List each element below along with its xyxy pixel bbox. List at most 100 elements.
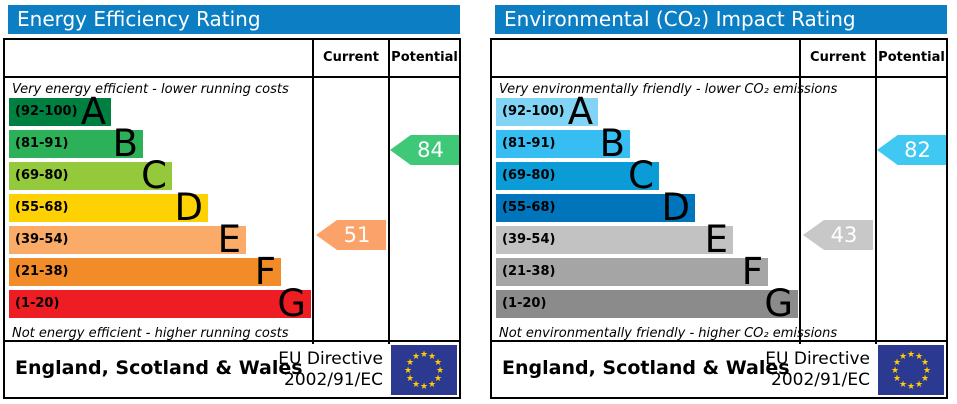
rating-table: Current Potential Very energy efficient … bbox=[3, 38, 461, 399]
footer-row: England, Scotland & Wales EU Directive 2… bbox=[492, 340, 946, 397]
rating-band-f: (21-38) F bbox=[9, 250, 281, 293]
current-rating-arrow: 43 bbox=[803, 220, 873, 250]
current-rating-value: 43 bbox=[830, 223, 858, 247]
band-letter: A bbox=[80, 90, 106, 133]
rating-band-g: (1-20) G bbox=[496, 282, 798, 325]
current-column-header: Current bbox=[323, 50, 379, 65]
rating-band-c: (69-80) C bbox=[9, 154, 172, 197]
column-divider bbox=[875, 40, 877, 344]
table-header-row bbox=[492, 40, 946, 78]
svg-text:★: ★ bbox=[907, 382, 915, 392]
top-caption: Very environmentally friendly - lower CO… bbox=[499, 82, 838, 97]
svg-text:★: ★ bbox=[915, 380, 923, 390]
rating-band-d: (55-68) D bbox=[9, 186, 208, 229]
band-range-label: (21-38) bbox=[15, 264, 69, 279]
eu-flag-icon: ★ ★★ ★★★ ★★★ ★★★ bbox=[391, 344, 457, 395]
band-letter: C bbox=[628, 154, 654, 197]
svg-text:★: ★ bbox=[893, 358, 901, 368]
band-range-label: (69-80) bbox=[15, 168, 69, 183]
region-label: England, Scotland & Wales bbox=[502, 357, 790, 379]
band-range-label: (55-68) bbox=[15, 200, 69, 215]
band-letter: G bbox=[764, 282, 793, 325]
svg-text:★: ★ bbox=[412, 380, 420, 390]
potential-rating-arrow: 84 bbox=[390, 135, 459, 165]
potential-rating-value: 82 bbox=[904, 138, 931, 162]
svg-text:★: ★ bbox=[434, 358, 442, 368]
bottom-caption: Not environmentally friendly - higher CO… bbox=[499, 326, 838, 341]
svg-text:★: ★ bbox=[406, 374, 414, 384]
band-letter: E bbox=[217, 218, 241, 261]
potential-column-header: Potential bbox=[391, 50, 458, 65]
svg-text:★: ★ bbox=[921, 374, 929, 384]
band-range-label: (1-20) bbox=[502, 296, 547, 311]
eu-flag-icon: ★ ★★ ★★★ ★★★ ★★★ bbox=[878, 344, 944, 395]
svg-text:★: ★ bbox=[428, 380, 436, 390]
rating-band-b: (81-91) B bbox=[9, 122, 143, 165]
rating-band-e: (39-54) E bbox=[9, 218, 246, 261]
band-letter: G bbox=[277, 282, 306, 325]
svg-text:★: ★ bbox=[436, 366, 444, 376]
potential-rating-arrow: 82 bbox=[877, 135, 946, 165]
rating-band-g: (1-20) G bbox=[9, 282, 311, 325]
potential-column-header: Potential bbox=[878, 50, 945, 65]
svg-text:★: ★ bbox=[420, 382, 428, 392]
bottom-caption: Not energy efficient - higher running co… bbox=[12, 326, 289, 341]
band-range-label: (81-91) bbox=[15, 136, 69, 151]
rating-band-f: (21-38) F bbox=[496, 250, 768, 293]
svg-text:★: ★ bbox=[923, 366, 931, 376]
band-range-label: (1-20) bbox=[15, 296, 60, 311]
band-letter: D bbox=[174, 186, 204, 229]
svg-text:★: ★ bbox=[404, 366, 412, 376]
band-range-label: (55-68) bbox=[502, 200, 556, 215]
rating-table: Current Potential Very environmentally f… bbox=[490, 38, 948, 399]
svg-text:★: ★ bbox=[893, 374, 901, 384]
svg-text:★: ★ bbox=[899, 380, 907, 390]
band-letter: D bbox=[661, 186, 691, 229]
band-range-label: (92-100) bbox=[502, 104, 565, 119]
band-letter: B bbox=[112, 122, 138, 165]
energy-efficiency-panel: Energy Efficiency Rating Current Potenti… bbox=[2, 0, 466, 404]
panel-title: Energy Efficiency Rating bbox=[8, 5, 460, 34]
top-caption: Very energy efficient - lower running co… bbox=[12, 82, 289, 97]
band-letter: C bbox=[141, 154, 167, 197]
eu-directive-label: EU Directive 2002/91/EC bbox=[278, 348, 383, 391]
svg-text:★: ★ bbox=[907, 350, 915, 360]
svg-text:★: ★ bbox=[406, 358, 414, 368]
column-divider bbox=[799, 40, 801, 344]
svg-text:★: ★ bbox=[412, 352, 420, 362]
band-range-label: (39-54) bbox=[502, 232, 556, 247]
svg-text:★: ★ bbox=[899, 352, 907, 362]
svg-text:★: ★ bbox=[921, 358, 929, 368]
band-letter: F bbox=[254, 250, 276, 293]
band-range-label: (39-54) bbox=[15, 232, 69, 247]
current-column-header: Current bbox=[810, 50, 866, 65]
svg-text:★: ★ bbox=[434, 374, 442, 384]
current-rating-arrow: 51 bbox=[316, 220, 386, 250]
band-letter: B bbox=[599, 122, 625, 165]
band-letter: E bbox=[704, 218, 728, 261]
column-divider bbox=[388, 40, 390, 344]
svg-text:★: ★ bbox=[891, 366, 899, 376]
eu-directive-line2: 2002/91/EC bbox=[284, 369, 383, 390]
band-letter: F bbox=[741, 250, 763, 293]
svg-text:★: ★ bbox=[420, 350, 428, 360]
column-divider bbox=[312, 40, 314, 344]
band-range-label: (69-80) bbox=[502, 168, 556, 183]
footer-row: England, Scotland & Wales EU Directive 2… bbox=[5, 340, 459, 397]
svg-text:★: ★ bbox=[428, 352, 436, 362]
rating-band-a: (92-100) A bbox=[496, 90, 598, 133]
rating-band-c: (69-80) C bbox=[496, 154, 659, 197]
eu-directive-line1: EU Directive bbox=[278, 348, 383, 369]
environmental-impact-panel: Environmental (CO₂) Impact Rating Curren… bbox=[489, 0, 953, 404]
svg-text:★: ★ bbox=[915, 352, 923, 362]
eu-directive-label: EU Directive 2002/91/EC bbox=[765, 348, 870, 391]
eu-directive-line2: 2002/91/EC bbox=[771, 369, 870, 390]
band-letter: A bbox=[567, 90, 593, 133]
region-label: England, Scotland & Wales bbox=[15, 357, 303, 379]
table-header-row bbox=[5, 40, 459, 78]
rating-band-d: (55-68) D bbox=[496, 186, 695, 229]
band-range-label: (92-100) bbox=[15, 104, 78, 119]
rating-band-b: (81-91) B bbox=[496, 122, 630, 165]
eu-directive-line1: EU Directive bbox=[765, 348, 870, 369]
